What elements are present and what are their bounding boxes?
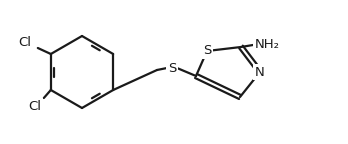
- Text: N: N: [255, 66, 265, 78]
- Text: S: S: [168, 61, 176, 74]
- Text: Cl: Cl: [18, 36, 31, 49]
- Text: S: S: [203, 44, 211, 57]
- Text: NH₂: NH₂: [255, 38, 280, 52]
- Text: Cl: Cl: [28, 100, 41, 112]
